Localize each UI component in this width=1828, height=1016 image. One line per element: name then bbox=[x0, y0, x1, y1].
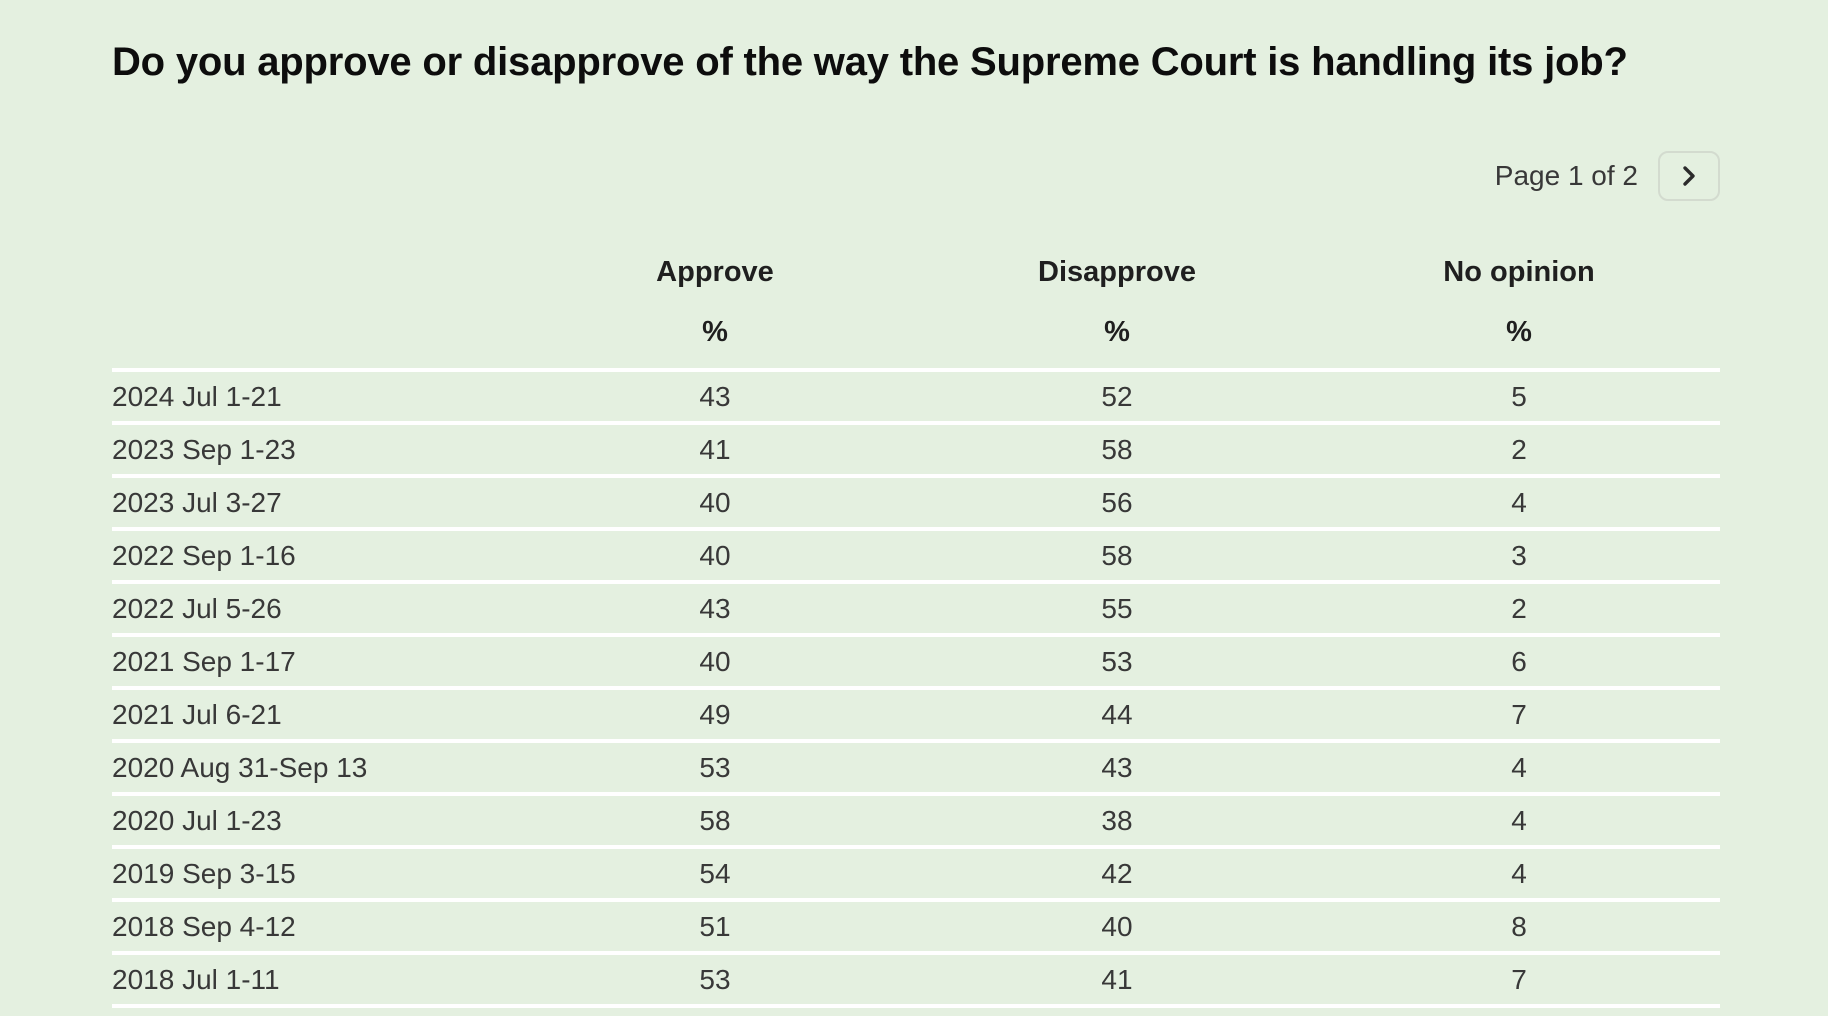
row-disapprove: 58 bbox=[1101, 433, 1133, 465]
row-no-opinion: 4 bbox=[1511, 486, 1527, 518]
row-approve: 43 bbox=[699, 380, 731, 412]
column-header-disapprove: Disapprove bbox=[1038, 255, 1196, 288]
row-date: 2021 Jul 6-21 bbox=[112, 698, 282, 730]
row-approve: 43 bbox=[699, 592, 731, 624]
table-row: 2022 Sep 1-16 40 58 3 bbox=[112, 527, 1720, 580]
row-no-opinion: 6 bbox=[1511, 645, 1527, 677]
table-row: 2021 Sep 1-17 40 53 6 bbox=[112, 633, 1720, 686]
table-row: 2019 Sep 3-15 54 42 4 bbox=[112, 845, 1720, 898]
row-disapprove: 55 bbox=[1101, 592, 1133, 624]
row-date: 2019 Sep 3-15 bbox=[112, 857, 296, 889]
table-row: 2018 Sep 4-12 51 40 8 bbox=[112, 898, 1720, 951]
table-body: 2024 Jul 1-21 43 52 5 2023 Sep 1-23 41 5… bbox=[112, 368, 1720, 1008]
row-no-opinion: 7 bbox=[1511, 698, 1527, 730]
row-no-opinion: 7 bbox=[1511, 963, 1527, 995]
row-disapprove: 58 bbox=[1101, 539, 1133, 571]
row-disapprove: 53 bbox=[1101, 645, 1133, 677]
row-date: 2020 Aug 31-Sep 13 bbox=[112, 751, 368, 783]
row-no-opinion: 4 bbox=[1511, 857, 1527, 889]
row-approve: 40 bbox=[699, 539, 731, 571]
chevron-right-icon bbox=[1676, 163, 1702, 189]
row-date: 2022 Jul 5-26 bbox=[112, 592, 282, 624]
table-header-row: Approve Disapprove No opinion bbox=[112, 248, 1720, 296]
row-disapprove: 38 bbox=[1101, 804, 1133, 836]
table-unit-row: % % % bbox=[112, 296, 1720, 368]
row-no-opinion: 2 bbox=[1511, 433, 1527, 465]
unit-approve: % bbox=[702, 315, 728, 348]
row-date: 2022 Sep 1-16 bbox=[112, 539, 296, 571]
poll-table: Approve Disapprove No opinion % % % 2024… bbox=[112, 248, 1720, 1008]
row-approve: 51 bbox=[699, 910, 731, 942]
row-date: 2021 Sep 1-17 bbox=[112, 645, 296, 677]
row-approve: 40 bbox=[699, 645, 731, 677]
table-row: 2023 Sep 1-23 41 58 2 bbox=[112, 421, 1720, 474]
table-row: 2020 Jul 1-23 58 38 4 bbox=[112, 792, 1720, 845]
row-disapprove: 43 bbox=[1101, 751, 1133, 783]
page-title: Do you approve or disapprove of the way … bbox=[112, 40, 1628, 84]
unit-no-opinion: % bbox=[1506, 315, 1532, 348]
row-disapprove: 44 bbox=[1101, 698, 1133, 730]
row-date: 2023 Jul 3-27 bbox=[112, 486, 282, 518]
row-date: 2018 Jul 1-11 bbox=[112, 963, 280, 995]
row-disapprove: 42 bbox=[1101, 857, 1133, 889]
row-no-opinion: 4 bbox=[1511, 751, 1527, 783]
row-approve: 49 bbox=[699, 698, 731, 730]
row-disapprove: 40 bbox=[1101, 910, 1133, 942]
row-approve: 40 bbox=[699, 486, 731, 518]
table-row: 2022 Jul 5-26 43 55 2 bbox=[112, 580, 1720, 633]
row-date: 2018 Sep 4-12 bbox=[112, 910, 296, 942]
row-no-opinion: 2 bbox=[1511, 592, 1527, 624]
table-row: 2018 Jul 1-11 53 41 7 bbox=[112, 951, 1720, 1008]
row-approve: 41 bbox=[699, 433, 731, 465]
row-no-opinion: 3 bbox=[1511, 539, 1527, 571]
row-approve: 54 bbox=[699, 857, 731, 889]
pagination: Page 1 of 2 bbox=[112, 148, 1720, 204]
row-date: 2024 Jul 1-21 bbox=[112, 380, 282, 412]
row-disapprove: 52 bbox=[1101, 380, 1133, 412]
table-row: 2020 Aug 31-Sep 13 53 43 4 bbox=[112, 739, 1720, 792]
table-row: 2021 Jul 6-21 49 44 7 bbox=[112, 686, 1720, 739]
row-date: 2020 Jul 1-23 bbox=[112, 804, 282, 836]
next-page-button[interactable] bbox=[1658, 151, 1720, 201]
row-date: 2023 Sep 1-23 bbox=[112, 433, 296, 465]
row-approve: 53 bbox=[699, 751, 731, 783]
table-row: 2023 Jul 3-27 40 56 4 bbox=[112, 474, 1720, 527]
row-no-opinion: 8 bbox=[1511, 910, 1527, 942]
row-disapprove: 41 bbox=[1101, 963, 1133, 995]
row-approve: 58 bbox=[699, 804, 731, 836]
unit-disapprove: % bbox=[1104, 315, 1130, 348]
row-no-opinion: 4 bbox=[1511, 804, 1527, 836]
row-approve: 53 bbox=[699, 963, 731, 995]
page-indicator: Page 1 of 2 bbox=[1494, 160, 1638, 191]
column-header-approve: Approve bbox=[656, 255, 774, 288]
table-row: 2024 Jul 1-21 43 52 5 bbox=[112, 368, 1720, 421]
row-no-opinion: 5 bbox=[1511, 380, 1527, 412]
column-header-no-opinion: No opinion bbox=[1443, 255, 1595, 288]
row-disapprove: 56 bbox=[1101, 486, 1133, 518]
